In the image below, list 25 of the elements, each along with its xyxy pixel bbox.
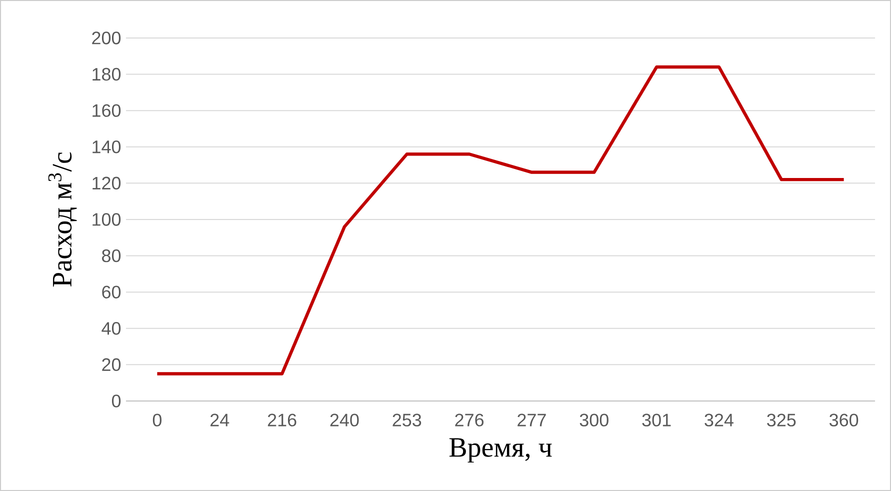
x-tick-label: 24	[210, 414, 230, 426]
x-tick-label: 301	[642, 414, 671, 426]
x-tick-label: 325	[767, 414, 796, 426]
x-tick-label: 360	[829, 414, 858, 426]
y-tick-label: 120	[92, 176, 121, 190]
x-tick-label: 324	[704, 414, 734, 426]
y-tick-label: 80	[102, 249, 121, 262]
x-tick-label: 240	[330, 414, 359, 426]
x-tick-label: 253	[392, 414, 422, 426]
x-tick-label: 300	[580, 414, 608, 426]
y-tick-label: 100	[92, 213, 121, 226]
y-axis-title: Расход м$^{3}$/с	[48, 152, 77, 287]
y-tick-label: 20	[102, 358, 121, 372]
y-tick-label: 200	[92, 32, 121, 44]
x-tick-label: 216	[268, 414, 296, 426]
y-tick-label: 180	[92, 68, 121, 81]
x-tick-label: 0	[152, 414, 162, 426]
y-tick-label: 60	[102, 286, 121, 298]
y-tick-label: 0	[112, 394, 121, 408]
y-tick-label: 160	[92, 104, 121, 117]
y-tick-label: 140	[92, 140, 121, 154]
x-tick-label: 277	[518, 414, 546, 426]
y-tick-label: 40	[102, 322, 121, 335]
x-axis-title: Время, ч	[449, 438, 552, 463]
x-tick-label: 276	[455, 414, 484, 426]
